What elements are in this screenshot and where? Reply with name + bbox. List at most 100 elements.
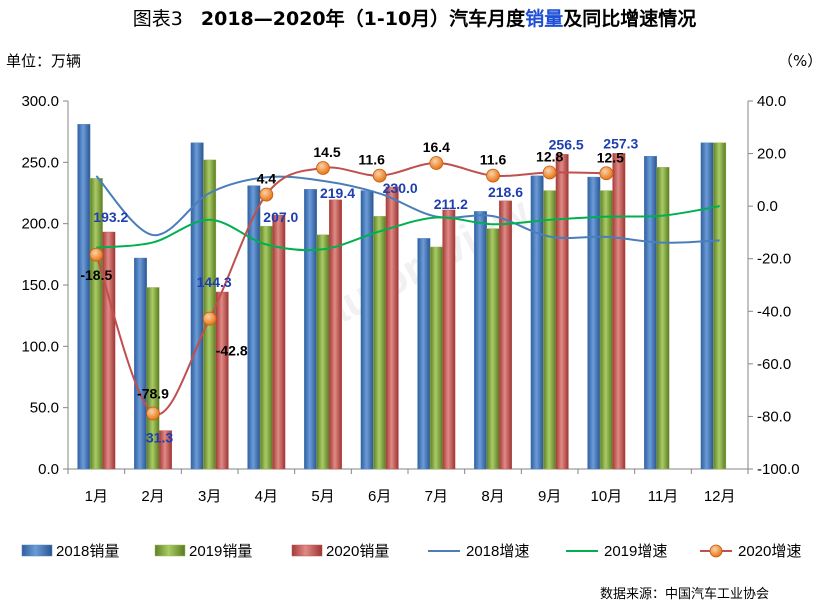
- legend-label: 2019销量: [189, 543, 252, 560]
- figure-label: 图表3: [132, 8, 183, 30]
- line-data-label: 11.6: [480, 152, 507, 168]
- right-tick-label: -60.0: [757, 356, 791, 373]
- line-marker: [542, 165, 557, 180]
- bar: [259, 225, 273, 470]
- bar: [304, 189, 317, 470]
- bar: [555, 154, 569, 470]
- x-tick-label: 5月: [311, 488, 334, 505]
- legend-label: 2019增速: [604, 543, 667, 560]
- bar: [700, 142, 714, 470]
- legend-label: 2018销量: [56, 543, 119, 560]
- line-data-label: 16.4: [423, 139, 450, 155]
- left-tick-label: 200.0: [21, 216, 59, 233]
- bar: [587, 176, 601, 470]
- bar: [599, 190, 613, 470]
- line-data-label: 12.5: [597, 149, 624, 165]
- left-tick-label: 250.0: [21, 154, 59, 171]
- bar: [329, 199, 342, 470]
- bar-data-label: 230.0: [383, 180, 418, 196]
- line-marker: [429, 156, 444, 170]
- bar: [499, 200, 512, 470]
- x-tick-label: 6月: [368, 488, 391, 505]
- line-marker: [146, 406, 160, 421]
- right-tick-label: -100.0: [757, 461, 800, 478]
- line-data-label: -42.8: [216, 343, 248, 359]
- line-marker: [316, 161, 330, 175]
- right-tick-label: 40.0: [757, 93, 786, 110]
- bar: [134, 257, 147, 470]
- bar-data-label: 211.2: [434, 196, 468, 212]
- line-data-label: 4.4: [257, 171, 277, 187]
- right-tick-label: -80.0: [757, 408, 791, 425]
- series-line: [95, 175, 720, 244]
- bar: [102, 231, 116, 470]
- right-tick-label: 20.0: [757, 146, 786, 163]
- bar: [385, 186, 399, 470]
- title-end: 及同比增速情况: [563, 8, 697, 30]
- left-tick-label: 0.0: [38, 461, 59, 478]
- line-data-label: 11.6: [358, 152, 385, 168]
- bar-data-label: 31.3: [146, 430, 173, 446]
- bar: [159, 430, 172, 470]
- left-tick-label: 300.0: [21, 93, 59, 110]
- right-tick-label: -20.0: [757, 251, 791, 268]
- legend-label: 2018增速: [466, 543, 529, 560]
- line-data-label: -78.9: [137, 386, 169, 402]
- legend-label: 2020增速: [738, 543, 801, 560]
- title-main: 2018—2020年（1-10月）汽车月度: [200, 8, 526, 30]
- bars-layer: [77, 124, 727, 470]
- line-marker: [202, 311, 217, 326]
- bar: [247, 185, 261, 470]
- bar: [373, 216, 387, 470]
- bar: [215, 291, 229, 470]
- line-marker: [599, 166, 614, 181]
- x-tick-label: 2月: [141, 488, 164, 505]
- line-data-label: 14.5: [313, 144, 340, 160]
- bar: [316, 234, 330, 470]
- axes-layer: 0.0 50.0 100.0 150.0 200.0 250.0 300.0 -100.0 -8…: [21, 93, 799, 505]
- right-axis-unit: （%）: [778, 52, 823, 70]
- x-tick-label: 4月: [255, 488, 278, 505]
- line-marker: [372, 168, 387, 183]
- bar: [429, 246, 443, 470]
- bar: [543, 190, 557, 470]
- title-highlight: 销量: [525, 8, 564, 30]
- bar-data-label: 207.0: [263, 209, 298, 225]
- left-tick-label: 150.0: [21, 277, 59, 294]
- x-tick-label: 3月: [198, 488, 221, 505]
- bar: [656, 167, 670, 470]
- right-tick-label: 0.0: [757, 198, 778, 215]
- legend: 2018销量 2019销量 2020销量 2018增速 2019增速 2020增速: [21, 543, 801, 560]
- bar: [612, 153, 626, 470]
- chart-title: 图表3 2018—2020年（1-10月）汽车月度销量及同比增速情况: [0, 4, 829, 31]
- x-tick-label: 9月: [538, 488, 561, 505]
- line-data-label: -18.5: [80, 267, 112, 283]
- left-tick-label: 100.0: [21, 338, 59, 355]
- bar: [146, 287, 160, 470]
- left-axis-unit: 单位：万辆: [6, 52, 82, 70]
- bar: [272, 214, 286, 470]
- source-note: 数据来源：中国汽车工业协会: [600, 587, 770, 602]
- bar-data-label: 219.4: [320, 185, 355, 201]
- bar: [644, 155, 657, 470]
- legend-marker: [709, 544, 723, 558]
- bar-data-label: 257.3: [603, 135, 638, 151]
- line-marker: [259, 187, 274, 202]
- line-marker: [486, 168, 500, 183]
- bar: [713, 142, 727, 470]
- legend-swatch: [154, 544, 186, 557]
- bar: [190, 142, 204, 470]
- bar-data-label: 218.6: [488, 184, 523, 200]
- bar: [474, 211, 487, 470]
- line-data-label: 12.8: [536, 148, 563, 164]
- bar-data-label: 256.5: [549, 136, 584, 152]
- right-tick-label: -40.0: [757, 303, 791, 320]
- x-tick-label: 12月: [704, 488, 736, 505]
- labels-layer: 193.2 31.3 144.3 207.0 219.4 230.0 211.2 218.6 2…: [80, 135, 638, 445]
- series-line: [96, 205, 720, 252]
- line-marker: [89, 247, 104, 262]
- left-tick-label: 50.0: [30, 400, 59, 417]
- legend-swatch: [21, 544, 53, 557]
- bar-data-label: 193.2: [93, 209, 128, 225]
